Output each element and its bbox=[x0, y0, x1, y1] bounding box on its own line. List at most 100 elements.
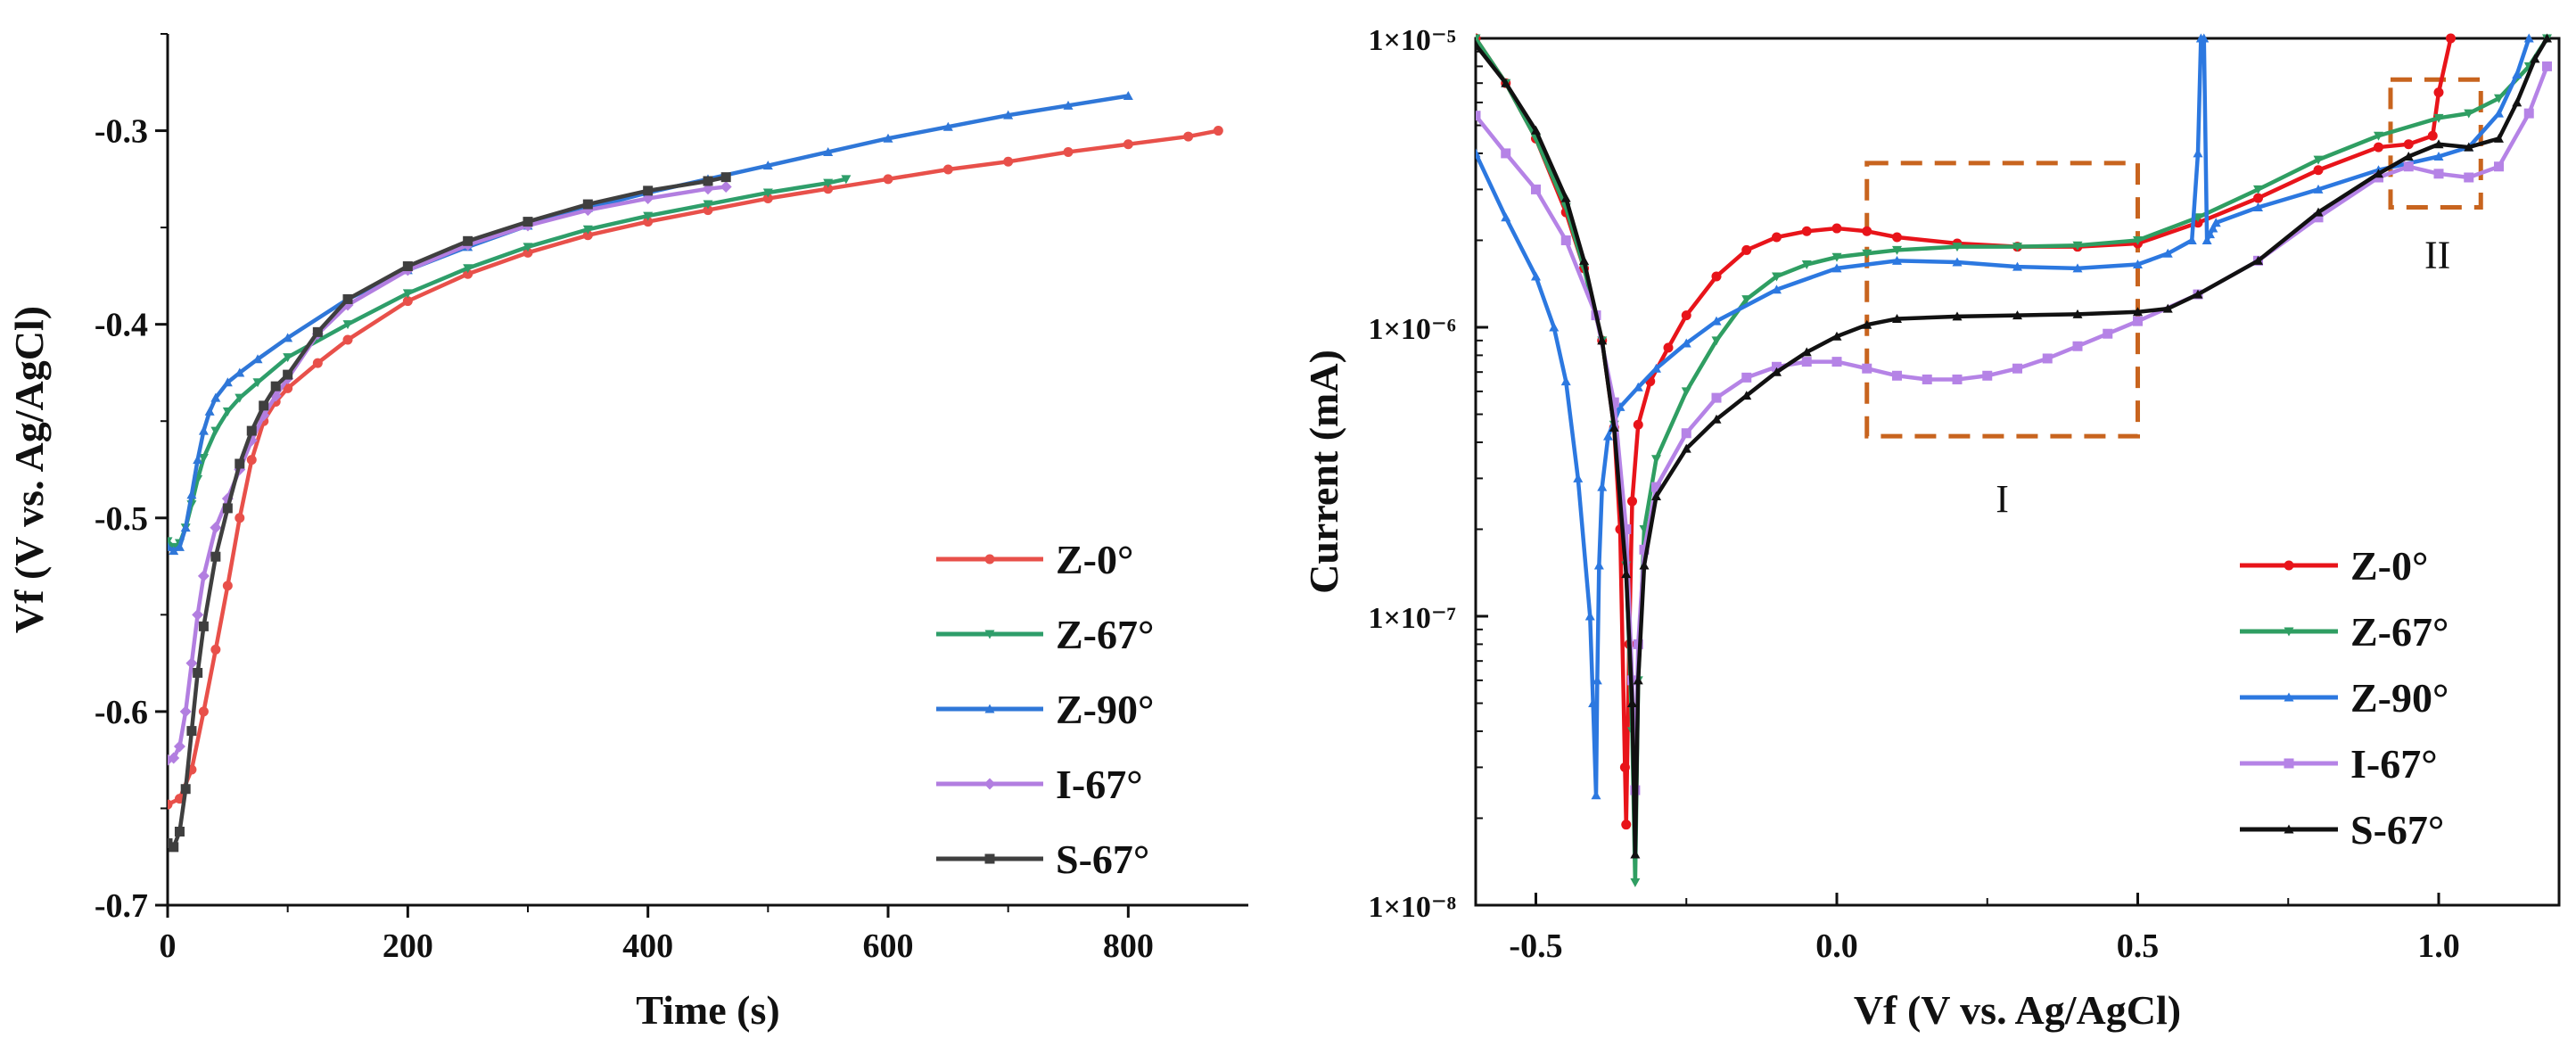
legend-marker bbox=[2284, 758, 2294, 769]
data-point-s-67 bbox=[210, 551, 221, 562]
data-point-i-67 bbox=[2464, 172, 2474, 183]
data-point-z-90 bbox=[2523, 33, 2534, 43]
chart-panel-1: 0 200 400 600 800 -0.7 -0.6 -0.5 -0.4 -0.3 Time (s… bbox=[6, 33, 1248, 1033]
data-point-z-67 bbox=[703, 200, 713, 210]
data-point-i-67 bbox=[1741, 372, 1752, 383]
x-tick-label: 800 bbox=[1103, 927, 1154, 965]
data-point-i-67 bbox=[1621, 523, 1632, 534]
data-point-z-67 bbox=[1772, 272, 1782, 282]
legend-label: Z-0° bbox=[2350, 543, 2428, 589]
data-point-s-67 bbox=[2133, 307, 2143, 317]
data-point-s-67 bbox=[1772, 367, 1782, 376]
data-point-s-67 bbox=[2403, 151, 2414, 161]
data-point-s-67 bbox=[2530, 54, 2540, 63]
legend-marker bbox=[984, 704, 995, 713]
data-point-z-90 bbox=[2072, 263, 2083, 273]
data-point-s-67 bbox=[270, 381, 281, 392]
data-point-z-0 bbox=[523, 247, 533, 258]
data-point-z-0 bbox=[1213, 126, 1223, 136]
data-point-z-67 bbox=[252, 378, 263, 388]
data-point-z-90 bbox=[1549, 322, 1560, 332]
x-axis-title: Time (s) bbox=[636, 987, 779, 1033]
data-point-i-67 bbox=[179, 705, 192, 718]
data-point-z-90 bbox=[1651, 363, 1661, 373]
data-point-z-67 bbox=[222, 407, 233, 416]
data-point-z-0 bbox=[1831, 223, 1842, 234]
data-point-z-0 bbox=[1619, 762, 1630, 772]
data-point-z-90 bbox=[1633, 382, 1643, 392]
data-point-z-0 bbox=[1801, 226, 1812, 236]
data-point-s-67 bbox=[2542, 33, 2552, 43]
data-point-s-67 bbox=[2193, 289, 2203, 299]
data-point-z-0 bbox=[210, 644, 221, 655]
legend-label: Z-90° bbox=[2350, 675, 2448, 721]
data-point-z-90 bbox=[1573, 473, 1584, 482]
data-point-z-90 bbox=[1063, 100, 1074, 110]
x-tick-label: 1.0 bbox=[2417, 927, 2460, 965]
data-point-s-67 bbox=[1579, 255, 1589, 265]
data-point-z-90 bbox=[1003, 110, 1014, 120]
data-point-i-67 bbox=[192, 608, 204, 621]
y-tick-label: -0.3 bbox=[95, 113, 148, 151]
data-point-z-0 bbox=[2433, 87, 2444, 98]
data-point-z-90 bbox=[2133, 260, 2143, 269]
data-point-i-67 bbox=[2313, 212, 2324, 223]
data-point-s-67 bbox=[720, 172, 731, 183]
data-point-s-67 bbox=[2253, 255, 2263, 265]
y-tick-label: -0.4 bbox=[95, 307, 148, 344]
data-point-z-90 bbox=[2253, 202, 2263, 212]
data-point-z-0 bbox=[1741, 244, 1752, 255]
x-tick-label: 200 bbox=[383, 927, 433, 965]
data-point-z-0 bbox=[762, 194, 773, 204]
data-point-s-67 bbox=[2433, 139, 2444, 149]
data-point-s-67 bbox=[246, 425, 257, 436]
data-point-i-67 bbox=[1681, 428, 1691, 439]
data-point-z-67 bbox=[2494, 94, 2504, 103]
data-point-s-67 bbox=[174, 826, 185, 837]
data-point-z-90 bbox=[1584, 611, 1595, 621]
data-point-z-90 bbox=[823, 146, 834, 156]
data-point-s-67 bbox=[1627, 698, 1637, 708]
data-point-z-90 bbox=[1711, 316, 1722, 326]
data-point-s-67 bbox=[1639, 560, 1650, 570]
data-point-z-0 bbox=[222, 581, 233, 591]
data-point-s-67 bbox=[1801, 347, 1812, 357]
data-point-s-67 bbox=[186, 726, 197, 737]
y-tick-label: 1×10⁻⁵ bbox=[1368, 24, 1456, 57]
series-line-z-0 bbox=[168, 128, 1221, 807]
data-point-z-90 bbox=[2012, 261, 2022, 271]
legend-label: I-67° bbox=[1056, 762, 1143, 807]
data-point-z-67 bbox=[402, 289, 413, 299]
data-point-s-67 bbox=[1597, 335, 1608, 345]
data-point-z-90 bbox=[186, 490, 197, 499]
series-group bbox=[168, 90, 1223, 853]
data-point-s-67 bbox=[2374, 169, 2383, 178]
data-point-i-67 bbox=[2103, 328, 2113, 339]
data-point-z-67 bbox=[643, 211, 654, 221]
data-point-z-67 bbox=[2133, 235, 2143, 245]
data-point-s-67 bbox=[1621, 569, 1632, 579]
chart-panel-2: -0.5 0.0 0.5 1.0 1×10⁻⁸ 1×10⁻⁷ 1×10⁻⁶ 1×10⁻⁵ Vf … bbox=[1301, 24, 2561, 1033]
data-point-z-0 bbox=[2427, 130, 2438, 141]
data-point-i-67 bbox=[185, 657, 198, 670]
y-tick-label: 1×10⁻⁸ bbox=[1368, 891, 1456, 924]
data-point-z-67 bbox=[1681, 387, 1691, 397]
data-point-z-90 bbox=[1603, 431, 1613, 441]
data-point-s-67 bbox=[1630, 849, 1641, 859]
data-point-z-90 bbox=[193, 455, 203, 465]
x-tick-label: 400 bbox=[622, 927, 673, 965]
data-point-s-67 bbox=[1741, 391, 1752, 400]
data-point-z-67 bbox=[1711, 336, 1722, 346]
legend-label: S-67° bbox=[2350, 807, 2444, 853]
data-point-s-67 bbox=[1831, 331, 1842, 341]
data-point-z-90 bbox=[1588, 698, 1599, 708]
data-point-s-67 bbox=[235, 458, 245, 469]
y-axis-title: Current (mA) bbox=[1301, 350, 1346, 594]
series-group bbox=[1476, 33, 2552, 887]
data-point-z-90 bbox=[180, 523, 191, 532]
data-point-s-67 bbox=[463, 235, 473, 246]
data-point-s-67 bbox=[259, 400, 269, 411]
data-point-z-0 bbox=[2374, 142, 2383, 152]
x-tick-label: 0 bbox=[160, 927, 177, 965]
data-point-s-67 bbox=[1952, 311, 1963, 321]
